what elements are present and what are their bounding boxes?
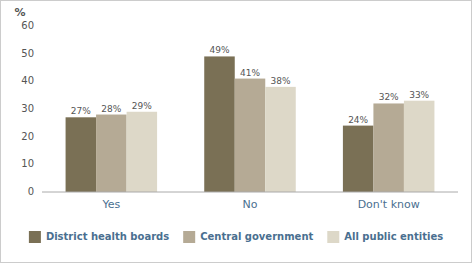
chart-container: % 0 10 20 30 40 50 60 27% 49% 24% 28% 41% 32% 29% 38% 33… — [0, 0, 472, 263]
x-axis-line — [42, 192, 458, 193]
y-tick-label: 20 — [21, 131, 34, 142]
bar — [404, 101, 435, 192]
y-tick-label: 0 — [28, 186, 34, 197]
legend-label: District health boards — [46, 231, 169, 242]
legend: District health boards Central government… — [29, 231, 443, 243]
data-label: 49% — [209, 45, 229, 55]
bar — [373, 103, 404, 192]
x-tick-label: No — [243, 198, 258, 211]
legend-swatch — [183, 231, 195, 243]
chart: % 0 10 20 30 40 50 60 27% 49% 24% 28% 41% 32% 29% 38% 33… — [0, 0, 472, 263]
data-label: 38% — [270, 76, 290, 86]
bar — [235, 79, 266, 192]
bar — [66, 117, 97, 192]
bar — [204, 56, 235, 192]
x-axis: Yes No Don't know — [101, 198, 419, 211]
y-axis-label: % — [14, 6, 25, 19]
legend-swatch — [29, 231, 41, 243]
data-label: 33% — [409, 90, 429, 100]
y-tick-label: 10 — [21, 158, 34, 169]
data-labels: 27% 49% 24% 28% 41% 32% 29% 38% 33% — [71, 45, 430, 124]
y-tick-label: 60 — [21, 20, 34, 31]
y-axis: 0 10 20 30 40 50 60 — [21, 20, 34, 197]
data-label: 28% — [101, 104, 121, 114]
y-tick-label: 40 — [21, 75, 34, 86]
bar — [127, 112, 158, 192]
data-label: 27% — [71, 106, 91, 116]
y-tick-label: 50 — [21, 48, 34, 59]
data-label: 24% — [348, 115, 368, 125]
bars — [66, 56, 435, 192]
legend-label: Central government — [200, 231, 313, 242]
y-tick-label: 30 — [21, 103, 34, 114]
legend-swatch — [327, 231, 339, 243]
legend-label: All public entities — [344, 231, 443, 242]
data-label: 41% — [240, 68, 260, 78]
data-label: 29% — [132, 101, 152, 111]
background — [1, 1, 472, 263]
bar — [96, 115, 127, 192]
bar — [343, 126, 374, 192]
x-tick-label: Yes — [101, 198, 120, 211]
data-label: 32% — [379, 92, 399, 102]
x-tick-label: Don't know — [358, 198, 420, 211]
bar — [265, 87, 296, 192]
